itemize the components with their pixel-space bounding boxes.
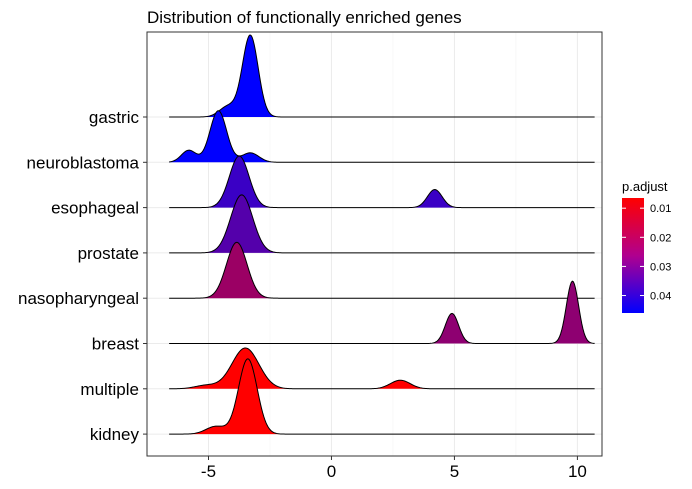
ridge-outline xyxy=(169,155,595,209)
x-tick-label: 10 xyxy=(568,462,587,481)
y-tick-label: nasopharyngeal xyxy=(18,289,139,308)
legend-tick-label: 0.02 xyxy=(650,232,671,244)
ridge-kidney xyxy=(169,358,595,435)
ridge-nasopharyngeal xyxy=(169,241,595,299)
legend-tick-label: 0.04 xyxy=(650,291,671,303)
ridge-outline xyxy=(169,347,595,390)
y-tick-label: breast xyxy=(92,335,140,354)
ridge-fill xyxy=(169,347,595,389)
ridge-fill xyxy=(169,110,595,163)
ridge-outline xyxy=(169,358,595,435)
y-tick-label: neuroblastoma xyxy=(27,153,140,172)
ridge-outline xyxy=(169,34,595,118)
panel-background xyxy=(147,32,602,456)
legend-tick-label: 0.01 xyxy=(650,203,671,215)
ridge-outline xyxy=(169,280,595,344)
y-tick-label: esophageal xyxy=(51,199,139,218)
legend-colorbar xyxy=(622,198,644,313)
ridge-fill xyxy=(169,34,595,117)
y-tick-label: kidney xyxy=(90,425,140,444)
chart-title: Distribution of functionally enriched ge… xyxy=(147,8,462,27)
x-tick-label: 5 xyxy=(450,462,459,481)
legend-tick-label: 0.03 xyxy=(650,261,671,273)
y-tick-label: multiple xyxy=(80,380,139,399)
legend: p.adjust 0.01 0.02 0.03 0.04 xyxy=(622,179,671,313)
ridge-prostate xyxy=(169,194,595,254)
ridge-esophageal xyxy=(169,155,595,209)
ridge-multiple xyxy=(169,347,595,390)
x-tick-label: -5 xyxy=(201,462,216,481)
y-tick-label: prostate xyxy=(78,244,139,263)
y-tick-label: gastric xyxy=(89,108,140,127)
ridge-outline xyxy=(169,241,595,299)
ridge-outline xyxy=(169,194,595,254)
ridge-gastric xyxy=(169,34,595,118)
legend-title: p.adjust xyxy=(622,179,668,194)
plot-panel: gastric neuroblastoma esophageal prostate na… xyxy=(18,31,603,481)
x-tick-label: 0 xyxy=(327,462,336,481)
panel-border xyxy=(146,31,603,457)
ridge-breast xyxy=(169,280,595,344)
ridge-fill xyxy=(169,358,595,435)
